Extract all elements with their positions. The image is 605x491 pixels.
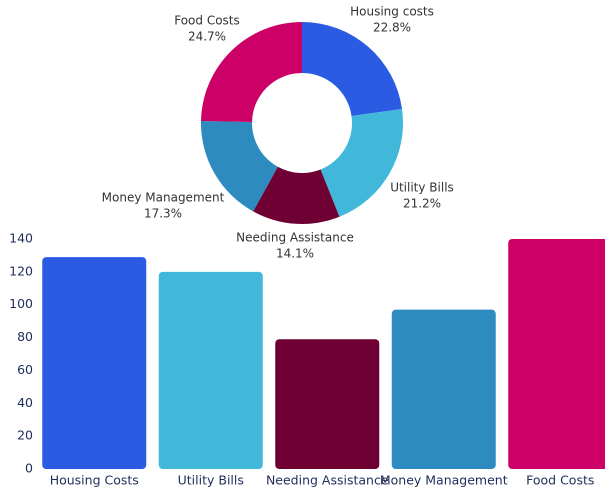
slice-label: Housing costs [350,5,434,19]
donut-slice [320,108,403,217]
y-tick-label: 40 [17,395,33,410]
slice-value-label: 24.7% [188,30,226,44]
slice-label: Needing Assistance [236,231,354,245]
slice-value-label: 14.1% [276,247,314,261]
bar [391,309,496,469]
x-tick-label: Food Costs [526,473,594,488]
donut-slice [201,120,278,212]
slice-label: Money Management [102,191,225,205]
y-tick-label: 80 [17,329,33,344]
x-tick-label: Needing Assistance [266,473,389,488]
bar [508,239,605,469]
slice-label: Utility Bills [390,181,454,195]
slice-label: Food Costs [174,14,240,28]
donut-slice [253,166,340,224]
donut-slice [302,22,403,117]
bar [275,339,380,469]
slice-value-label: 21.2% [403,197,441,211]
y-tick-label: 60 [17,362,33,377]
slice-value-label: 17.3% [144,207,182,221]
bar [42,257,147,469]
y-tick-label: 20 [17,428,33,443]
x-tick-label: Money Management [380,473,508,488]
bar [158,271,263,469]
y-tick-label: 0 [25,461,33,476]
y-tick-label: 140 [9,231,33,246]
donut-slice [201,22,302,122]
y-tick-label: 120 [9,263,33,278]
x-tick-label: Utility Bills [178,473,244,488]
y-tick-label: 100 [9,296,33,311]
slice-value-label: 22.8% [373,21,411,35]
x-tick-label: Housing Costs [50,473,139,488]
